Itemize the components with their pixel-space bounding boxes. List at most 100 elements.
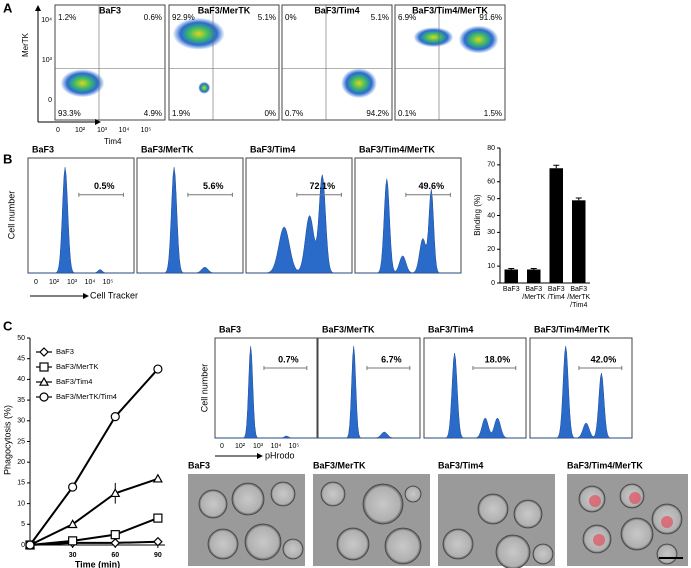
plot-title: BaF3	[32, 144, 54, 154]
y-tick-label: 40	[17, 376, 25, 383]
plot-frame	[245, 157, 353, 274]
cell	[495, 534, 531, 568]
cell	[477, 493, 509, 525]
plot-title: BaF3/Tim4/MerTK	[534, 324, 610, 334]
histogram	[530, 345, 632, 439]
plot-title: BaF3/MerTK	[198, 5, 251, 15]
tick-label: 10⁴	[41, 17, 52, 24]
tick-label: 10⁵	[289, 443, 300, 450]
gate-percent: 18.0%	[485, 354, 511, 364]
bar	[572, 200, 586, 283]
panel-label: A	[3, 0, 13, 15]
axis-label: Cell number	[6, 191, 16, 240]
cell	[336, 527, 370, 561]
histogram	[424, 352, 526, 439]
quadrant-percent: 5.1%	[371, 13, 389, 22]
series-line	[29, 540, 158, 546]
tick-label: 10³	[67, 279, 78, 286]
axis-label: pHrodo	[265, 450, 295, 460]
quadrant-percent: 93.3%	[58, 109, 81, 118]
marker	[38, 376, 50, 386]
y-tick-label: 30	[487, 229, 495, 236]
density-cloud	[198, 81, 211, 94]
plot-title: BaF3	[99, 5, 121, 15]
gate-percent: 42.0%	[591, 354, 617, 364]
fluorescence	[593, 534, 605, 546]
y-tick-label: 60	[487, 179, 495, 186]
tick-label: 10⁴	[271, 443, 282, 450]
y-tick-label: 50	[17, 335, 25, 342]
gate-percent: 0.5%	[94, 181, 115, 191]
image-title: BaF3/Tim4/MerTK	[567, 460, 643, 470]
y-tick-label: 0	[491, 280, 495, 287]
bar	[549, 168, 563, 283]
cell	[404, 485, 422, 503]
gate-percent: 0.7%	[278, 354, 299, 364]
tick-label: 10³	[253, 443, 264, 450]
y-tick-label: 40	[487, 212, 495, 219]
gate-percent: 72.1%	[310, 181, 336, 191]
bar	[527, 269, 541, 283]
histogram	[246, 174, 352, 274]
cell	[207, 528, 239, 560]
quadrant-percent: 0%	[285, 13, 297, 22]
legend-label: BaF3/MerTK/Tim4	[56, 392, 117, 401]
tick-label: 10²	[75, 127, 86, 134]
quadrant-percent: 94.2%	[366, 109, 389, 118]
tick-label: 0	[56, 127, 60, 134]
quadrant-percent: 1.5%	[484, 109, 502, 118]
gate-percent: 6.7%	[381, 354, 402, 364]
y-tick-label: 35	[17, 397, 25, 404]
histogram	[318, 345, 420, 439]
legend-label: BaF3	[56, 347, 74, 356]
fluorescence	[589, 495, 601, 507]
y-tick-label: 30	[17, 418, 25, 425]
marker	[110, 538, 121, 548]
cell	[384, 527, 422, 565]
y-tick-label: 5	[21, 521, 25, 528]
cell	[532, 543, 554, 565]
panel-label: B	[3, 151, 12, 166]
marker	[153, 513, 163, 523]
x-tick-label: BaF3 /MerTK	[522, 286, 546, 301]
image-title: BaF3/MerTK	[313, 460, 366, 470]
marker	[68, 536, 78, 546]
plot-title: BaF3	[219, 324, 241, 334]
tick-label: 10⁵	[141, 127, 152, 134]
axis-label: MerTK	[21, 32, 30, 57]
y-tick-label: 10	[487, 263, 495, 270]
quadrant-percent: 91.6%	[479, 13, 502, 22]
cell	[320, 481, 346, 507]
marker	[67, 519, 78, 529]
panel-label: C	[3, 318, 13, 333]
marker	[39, 362, 49, 372]
marker	[110, 412, 120, 422]
histogram	[215, 345, 317, 439]
plot-title: BaF3/Tim4/MerTK	[359, 144, 435, 154]
marker	[152, 473, 163, 483]
cell	[362, 483, 404, 525]
marker	[25, 540, 35, 550]
cell	[231, 482, 265, 516]
histogram	[28, 167, 134, 274]
y-tick-label: 0	[21, 542, 25, 549]
quadrant-percent: 4.9%	[144, 109, 162, 118]
cell	[270, 481, 296, 507]
plot-title: BaF3/MerTK	[322, 324, 375, 334]
category-box: BaF3 /MerTK	[522, 286, 546, 301]
error-bar	[530, 267, 537, 270]
plot-title: BaF3/MerTK	[141, 144, 194, 154]
quadrant-percent: 1.2%	[58, 13, 76, 22]
quadrant-percent: 1.9%	[172, 109, 190, 118]
y-tick-label: 15	[17, 480, 25, 487]
quadrant-percent: 0%	[264, 109, 276, 118]
tick-label: 10⁴	[85, 279, 96, 286]
cell	[513, 499, 543, 529]
marker	[153, 364, 163, 374]
y-tick-label: 20	[487, 246, 495, 253]
y-tick-label: 50	[487, 195, 495, 202]
gate-percent: 49.6%	[419, 181, 445, 191]
tick-label: 0	[48, 97, 52, 104]
